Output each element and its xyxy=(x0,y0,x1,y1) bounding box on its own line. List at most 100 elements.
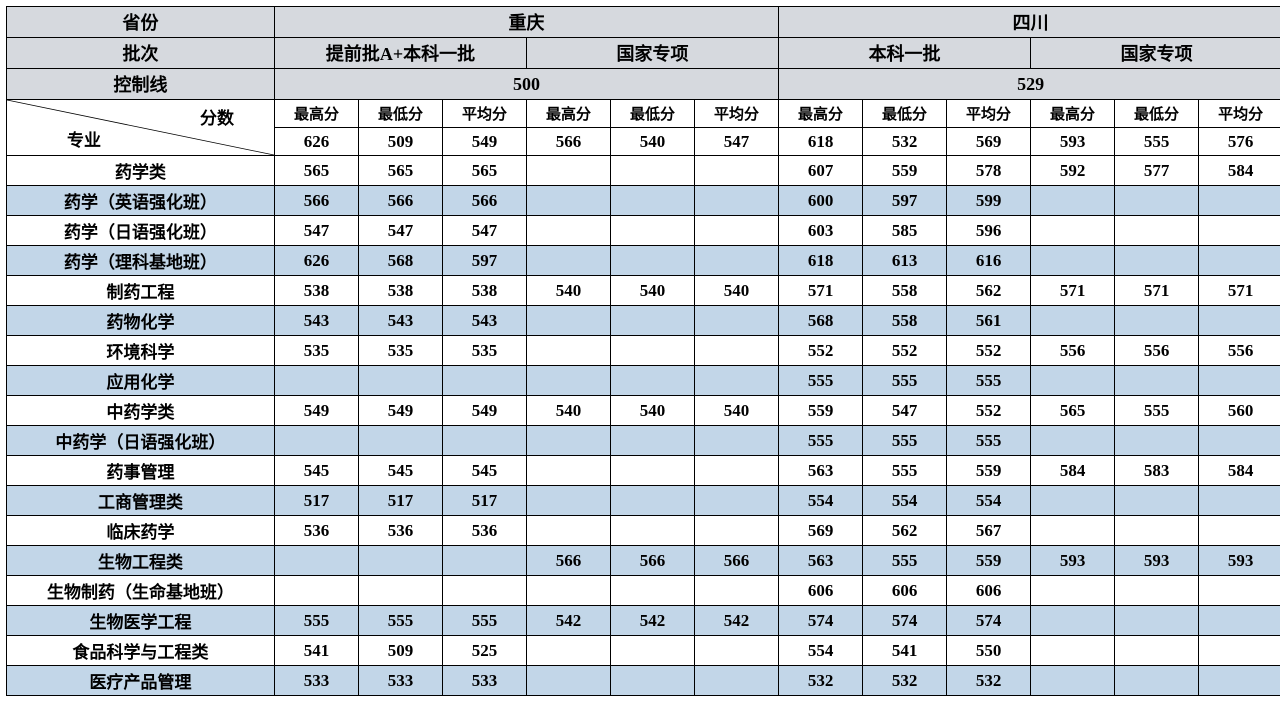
summary-0: 626 xyxy=(275,128,359,156)
major-name-5: 药物化学 xyxy=(7,306,275,336)
cell-0-4 xyxy=(611,156,695,186)
cell-6-1: 535 xyxy=(359,336,443,366)
cell-13-6: 563 xyxy=(779,546,863,576)
cell-6-2: 535 xyxy=(443,336,527,366)
cell-12-4 xyxy=(611,516,695,546)
summary-5: 547 xyxy=(695,128,779,156)
province-chongqing: 重庆 xyxy=(275,7,779,38)
cell-3-1: 568 xyxy=(359,246,443,276)
header-batch: 批次 xyxy=(7,38,275,69)
cell-14-1 xyxy=(359,576,443,606)
cell-8-7: 547 xyxy=(863,396,947,426)
cell-9-6: 555 xyxy=(779,426,863,456)
cell-9-2 xyxy=(443,426,527,456)
cell-4-0: 538 xyxy=(275,276,359,306)
cell-11-2: 517 xyxy=(443,486,527,516)
admission-scores-table: 省份重庆四川批次提前批A+本科一批国家专项本科一批国家专项控制线500529分数… xyxy=(6,6,1280,696)
cell-0-11: 584 xyxy=(1199,156,1280,186)
cell-3-4 xyxy=(611,246,695,276)
cell-3-10 xyxy=(1115,246,1199,276)
cell-16-0: 541 xyxy=(275,636,359,666)
batch-0: 提前批A+本科一批 xyxy=(275,38,527,69)
cell-14-8: 606 xyxy=(947,576,1031,606)
cell-3-9 xyxy=(1031,246,1115,276)
cell-11-9 xyxy=(1031,486,1115,516)
cell-7-7: 555 xyxy=(863,366,947,396)
cell-15-5: 542 xyxy=(695,606,779,636)
cell-1-6: 600 xyxy=(779,186,863,216)
cell-15-1: 555 xyxy=(359,606,443,636)
cell-6-9: 556 xyxy=(1031,336,1115,366)
cell-2-11 xyxy=(1199,216,1280,246)
cell-12-7: 562 xyxy=(863,516,947,546)
major-name-2: 药学（日语强化班） xyxy=(7,216,275,246)
cell-9-4 xyxy=(611,426,695,456)
summary-11: 576 xyxy=(1199,128,1280,156)
cell-11-5 xyxy=(695,486,779,516)
cell-3-11 xyxy=(1199,246,1280,276)
cell-15-0: 555 xyxy=(275,606,359,636)
cell-13-3: 566 xyxy=(527,546,611,576)
cell-11-1: 517 xyxy=(359,486,443,516)
cell-15-8: 574 xyxy=(947,606,1031,636)
cell-14-2 xyxy=(443,576,527,606)
cell-7-2 xyxy=(443,366,527,396)
cell-16-7: 541 xyxy=(863,636,947,666)
major-name-3: 药学（理科基地班） xyxy=(7,246,275,276)
cell-15-3: 542 xyxy=(527,606,611,636)
cell-13-8: 559 xyxy=(947,546,1031,576)
cell-4-9: 571 xyxy=(1031,276,1115,306)
cell-9-7: 555 xyxy=(863,426,947,456)
cell-13-2 xyxy=(443,546,527,576)
cell-5-0: 543 xyxy=(275,306,359,336)
cell-13-7: 555 xyxy=(863,546,947,576)
cell-6-5 xyxy=(695,336,779,366)
cell-12-8: 567 xyxy=(947,516,1031,546)
major-name-14: 生物制药（生命基地班） xyxy=(7,576,275,606)
cell-16-10 xyxy=(1115,636,1199,666)
cell-7-9 xyxy=(1031,366,1115,396)
cell-5-1: 543 xyxy=(359,306,443,336)
cell-16-4 xyxy=(611,636,695,666)
cell-7-0 xyxy=(275,366,359,396)
cell-2-2: 547 xyxy=(443,216,527,246)
cell-15-7: 574 xyxy=(863,606,947,636)
province-sichuan: 四川 xyxy=(779,7,1280,38)
cell-8-4: 540 xyxy=(611,396,695,426)
cell-6-11: 556 xyxy=(1199,336,1280,366)
cell-6-10: 556 xyxy=(1115,336,1199,366)
cell-13-4: 566 xyxy=(611,546,695,576)
cell-0-8: 578 xyxy=(947,156,1031,186)
col-min-2: 最低分 xyxy=(863,100,947,128)
cell-11-0: 517 xyxy=(275,486,359,516)
summary-6: 618 xyxy=(779,128,863,156)
col-max-1: 最高分 xyxy=(527,100,611,128)
cell-16-6: 554 xyxy=(779,636,863,666)
summary-4: 540 xyxy=(611,128,695,156)
cell-7-11 xyxy=(1199,366,1280,396)
col-min-0: 最低分 xyxy=(359,100,443,128)
major-name-13: 生物工程类 xyxy=(7,546,275,576)
cell-9-8: 555 xyxy=(947,426,1031,456)
cell-14-10 xyxy=(1115,576,1199,606)
cell-14-4 xyxy=(611,576,695,606)
cell-10-1: 545 xyxy=(359,456,443,486)
cell-13-0 xyxy=(275,546,359,576)
cell-10-4 xyxy=(611,456,695,486)
cell-8-8: 552 xyxy=(947,396,1031,426)
cell-7-10 xyxy=(1115,366,1199,396)
summary-10: 555 xyxy=(1115,128,1199,156)
major-name-16: 食品科学与工程类 xyxy=(7,636,275,666)
batch-2: 本科一批 xyxy=(779,38,1031,69)
col-max-2: 最高分 xyxy=(779,100,863,128)
cell-5-11 xyxy=(1199,306,1280,336)
cell-10-9: 584 xyxy=(1031,456,1115,486)
cell-9-11 xyxy=(1199,426,1280,456)
cell-14-3 xyxy=(527,576,611,606)
cell-5-5 xyxy=(695,306,779,336)
cell-0-10: 577 xyxy=(1115,156,1199,186)
cell-9-0 xyxy=(275,426,359,456)
major-name-11: 工商管理类 xyxy=(7,486,275,516)
cell-1-5 xyxy=(695,186,779,216)
col-avg-1: 平均分 xyxy=(695,100,779,128)
